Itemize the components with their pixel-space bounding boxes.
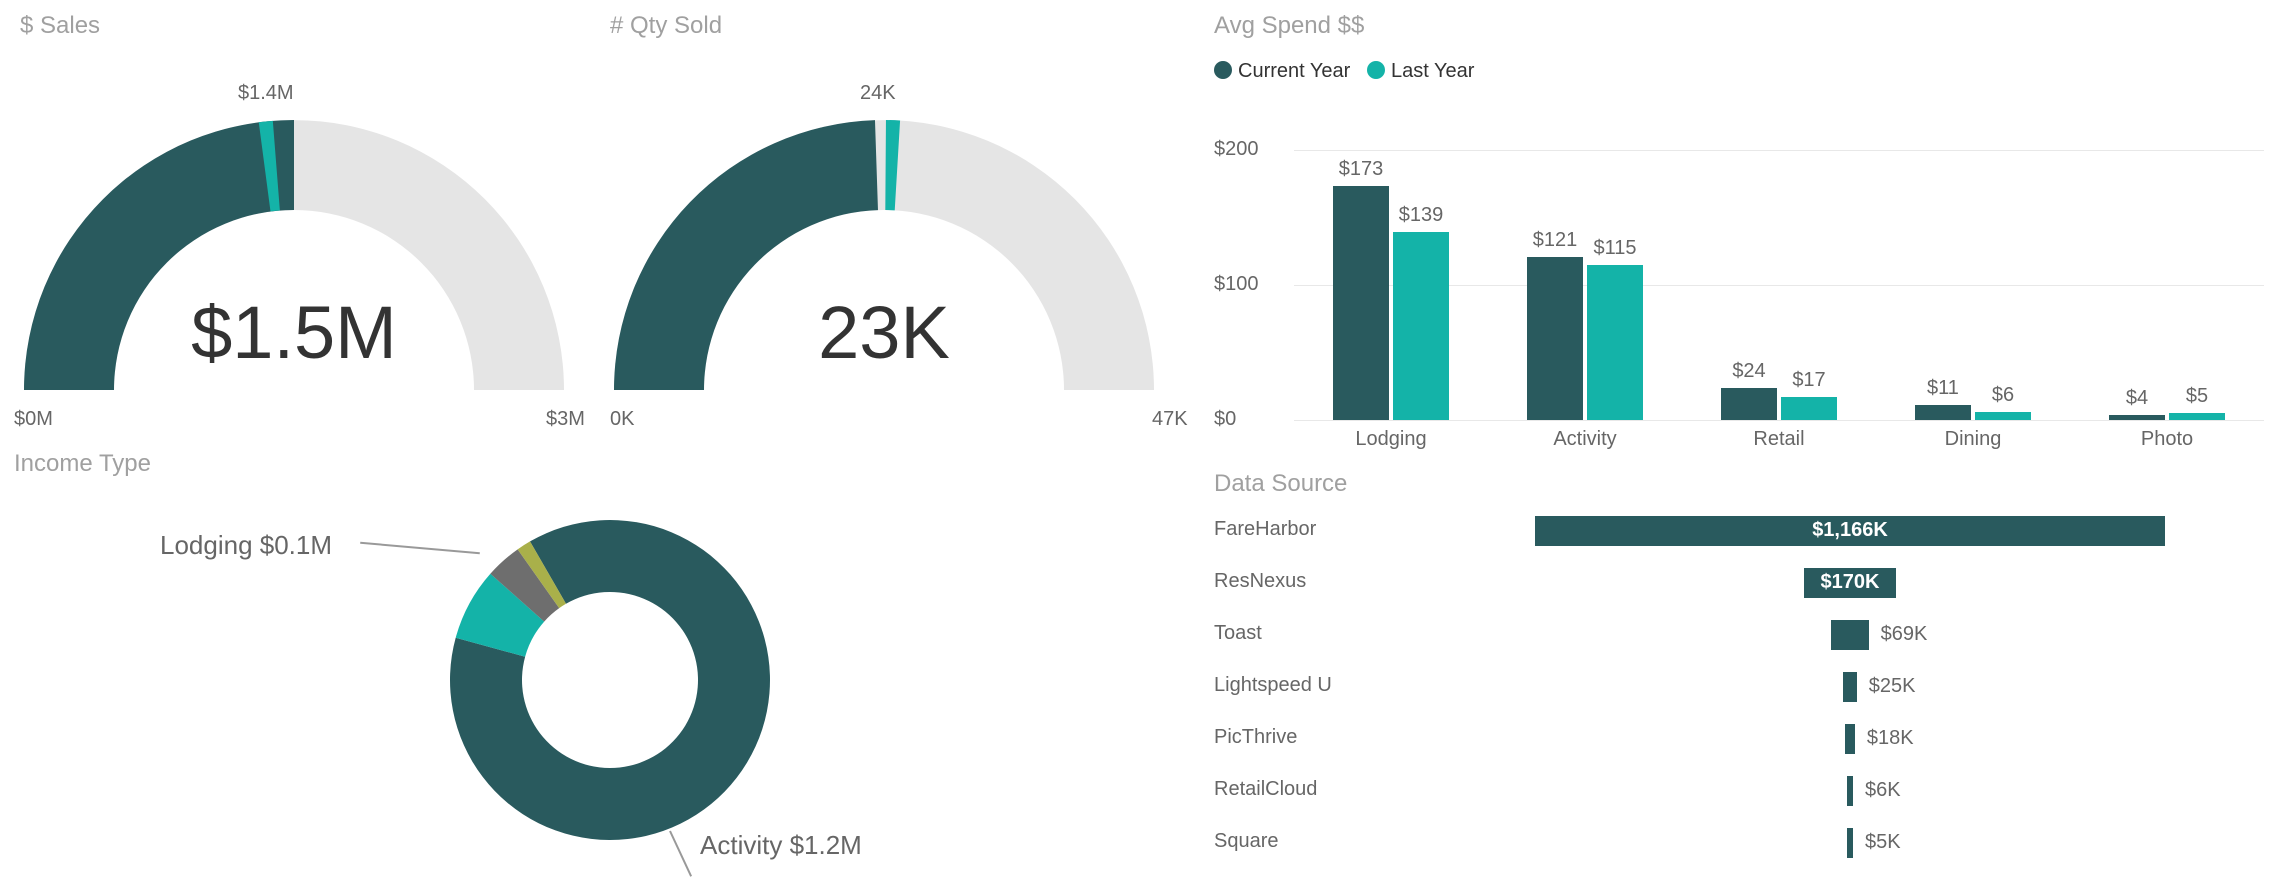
qty-max-label: 47K bbox=[1152, 408, 1188, 431]
ds-label-resnexus: ResNexus bbox=[1214, 570, 1306, 593]
avgspend-val-last: $17 bbox=[1771, 369, 1847, 392]
avgspend-category: Retail bbox=[1719, 428, 1839, 451]
avgspend-val-last: $5 bbox=[2159, 385, 2235, 408]
avgspend-ytick: $200 bbox=[1214, 138, 1259, 161]
datasource-title: Data Source bbox=[1214, 470, 1347, 498]
avgspend-gridline bbox=[1294, 150, 2264, 151]
avgspend-bar-last-activity[interactable] bbox=[1587, 265, 1643, 420]
qty-min-label: 0K bbox=[610, 408, 634, 431]
ds-bar-lightspeed-u[interactable] bbox=[1843, 672, 1857, 702]
avgspend-legend: Current Year Last Year bbox=[1214, 60, 1474, 83]
sales-min-label: $0M bbox=[14, 408, 53, 431]
avgspend-val-last: $139 bbox=[1383, 204, 1459, 227]
avgspend-bar-last-retail[interactable] bbox=[1781, 397, 1837, 420]
avgspend-category: Activity bbox=[1525, 428, 1645, 451]
ds-value: $69K bbox=[1881, 623, 1928, 646]
avgspend-category: Dining bbox=[1913, 428, 2033, 451]
avgspend-ytick: $0 bbox=[1214, 408, 1236, 431]
ds-value: $5K bbox=[1865, 831, 1901, 854]
lodging-callout: Lodging $0.1M bbox=[160, 530, 332, 561]
ds-label-square: Square bbox=[1214, 830, 1279, 853]
avgspend-ytick: $100 bbox=[1214, 273, 1259, 296]
ds-bar-picthrive[interactable] bbox=[1845, 724, 1855, 754]
avgspend-category: Lodging bbox=[1331, 428, 1451, 451]
avgspend-bar-last-dining[interactable] bbox=[1975, 412, 2031, 420]
avgspend-val-current: $173 bbox=[1323, 158, 1399, 181]
income-title: Income Type bbox=[14, 450, 151, 478]
ds-value: $6K bbox=[1865, 779, 1901, 802]
avgspend-bar-last-lodging[interactable] bbox=[1393, 232, 1449, 420]
avgspend-gridline bbox=[1294, 420, 2264, 421]
avgspend-bar-current-activity[interactable] bbox=[1527, 257, 1583, 420]
ds-value: $25K bbox=[1869, 675, 1916, 698]
sales-max-label: $3M bbox=[546, 408, 585, 431]
avgspend-chart: $0$100$200$173$139Lodging$121$115Activit… bbox=[1214, 120, 2264, 450]
qty-target-label: 24K bbox=[860, 82, 896, 105]
ds-bar-retailcloud[interactable] bbox=[1847, 776, 1853, 806]
avgspend-bar-current-photo[interactable] bbox=[2109, 415, 2165, 420]
datasource-chart: FareHarbor $1,166K ResNexus $170K Toast $69K L… bbox=[1214, 510, 2274, 880]
sales-target-label: $1.4M bbox=[238, 82, 294, 105]
income-donut-svg bbox=[440, 510, 780, 850]
sales-title: $ Sales bbox=[20, 12, 100, 40]
ds-value: $18K bbox=[1867, 727, 1914, 750]
ds-label-lightspeed-u: Lightspeed U bbox=[1214, 674, 1332, 697]
legend-dot-current bbox=[1214, 61, 1232, 79]
qty-title: # Qty Sold bbox=[610, 12, 722, 40]
ds-value: $1,166K bbox=[1790, 519, 1910, 542]
legend-dot-last bbox=[1367, 61, 1385, 79]
ds-label-toast: Toast bbox=[1214, 622, 1262, 645]
qty-value: 23K bbox=[604, 290, 1164, 375]
activity-callout: Activity $1.2M bbox=[700, 830, 862, 861]
avgspend-bar-current-dining[interactable] bbox=[1915, 405, 1971, 420]
avgspend-bar-last-photo[interactable] bbox=[2169, 413, 2225, 420]
ds-label-retailcloud: RetailCloud bbox=[1214, 778, 1317, 801]
income-donut bbox=[440, 510, 780, 850]
ds-label-picthrive: PicThrive bbox=[1214, 726, 1297, 749]
legend-last-label: Last Year bbox=[1391, 60, 1474, 82]
avgspend-val-last: $6 bbox=[1965, 384, 2041, 407]
legend-current-label: Current Year bbox=[1238, 60, 1350, 82]
sales-value: $1.5M bbox=[14, 290, 574, 375]
ds-label-fareharbor: FareHarbor bbox=[1214, 518, 1316, 541]
ds-bar-square[interactable] bbox=[1847, 828, 1853, 858]
avgspend-category: Photo bbox=[2107, 428, 2227, 451]
qty-gauge: 23K bbox=[604, 100, 1164, 400]
ds-value: $170K bbox=[1790, 571, 1910, 594]
avgspend-bar-current-lodging[interactable] bbox=[1333, 186, 1389, 420]
avgspend-val-last: $115 bbox=[1577, 237, 1653, 260]
avgspend-title: Avg Spend $$ bbox=[1214, 12, 1364, 40]
avgspend-bar-current-retail[interactable] bbox=[1721, 388, 1777, 420]
sales-gauge: $1.5M bbox=[14, 100, 574, 400]
ds-bar-toast[interactable] bbox=[1831, 620, 1868, 650]
